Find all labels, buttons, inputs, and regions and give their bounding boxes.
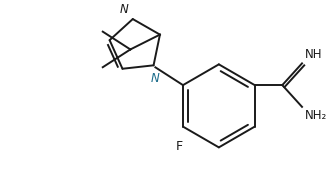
Text: F: F	[176, 141, 183, 153]
Text: N: N	[120, 3, 129, 16]
Text: N: N	[151, 72, 160, 85]
Text: NH: NH	[305, 48, 322, 61]
Text: NH₂: NH₂	[305, 109, 327, 122]
